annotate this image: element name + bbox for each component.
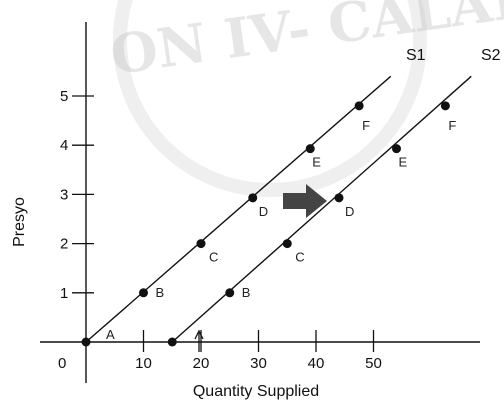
y-axis-title: Presyo — [11, 197, 28, 247]
y-tick-label-3: 3 — [60, 186, 68, 203]
point-S1-B — [139, 288, 148, 298]
series-S2: B C D E F S2 — [167, 47, 501, 347]
point-label-S2-D: D — [345, 204, 354, 219]
shift-right-arrow — [283, 184, 327, 218]
y-tick-label-5: 5 — [60, 88, 68, 105]
y-tick-label-1: 1 — [60, 285, 68, 302]
pointer-arrow-head — [194, 329, 204, 340]
point-label-S1-D: D — [259, 204, 268, 219]
point-label-S2-E: E — [399, 155, 408, 170]
series-name-S2: S2 — [481, 47, 501, 64]
series-name-S1: S1 — [406, 47, 426, 64]
axes — [40, 22, 480, 383]
point-label-S1-E: E — [312, 155, 321, 170]
point-S2-E — [392, 144, 401, 154]
point-S2-D — [334, 193, 344, 203]
point-S1-E — [305, 144, 315, 154]
point-S2-C — [282, 239, 292, 249]
series-layer: A B C D E F S1 B C D E F S2 — [81, 47, 501, 347]
y-tick-label-2: 2 — [60, 236, 68, 253]
point-label-S2-F: F — [448, 118, 456, 133]
origin-label: 0 — [58, 355, 66, 372]
point-S2-F — [440, 101, 450, 111]
point-label-S1-F: F — [362, 118, 370, 133]
x-tick-label-10: 10 — [135, 355, 152, 372]
point-label-S1-B: B — [156, 285, 165, 300]
tick-marks: 1 2 3 4 5 10 20 30 40 50 — [60, 88, 382, 372]
point-S1-D — [248, 193, 258, 203]
point-S1-F — [354, 101, 364, 111]
y-tick-label-4: 4 — [60, 137, 68, 154]
x-tick-label-20: 20 — [193, 355, 210, 372]
x-tick-label-40: 40 — [308, 355, 325, 372]
point-S2-B — [225, 288, 235, 298]
point-label-S2-B: B — [242, 285, 251, 300]
point-label-S2-C: C — [295, 250, 304, 265]
x-tick-label-50: 50 — [365, 355, 382, 372]
point-S1-A — [81, 337, 91, 347]
x-tick-label-30: 30 — [250, 355, 267, 372]
series-S1: A B C D E F S1 — [81, 47, 426, 347]
watermark-seal: ON IV- CALAB — [106, 0, 504, 197]
series-line-S2 — [171, 75, 472, 343]
point-S2-0 — [167, 337, 177, 347]
point-label-S1-A: A — [106, 327, 115, 342]
svg-text:ON IV- CALAB: ON IV- CALAB — [106, 0, 504, 87]
x-axis-title: Quantity Supplied — [193, 383, 319, 400]
series-line-S1 — [85, 75, 392, 343]
point-S1-C — [196, 239, 206, 249]
point-label-S1-C: C — [209, 250, 218, 265]
